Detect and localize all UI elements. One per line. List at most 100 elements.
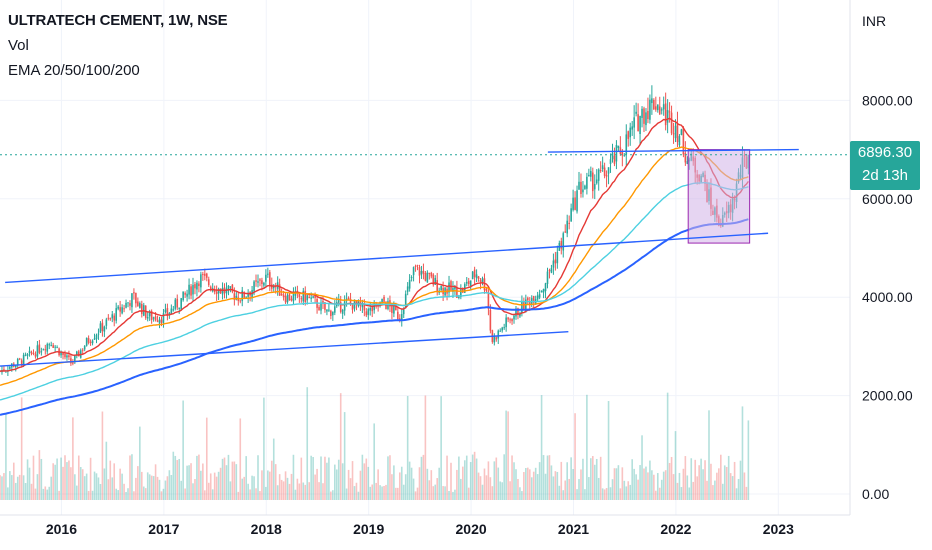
candle-body: [190, 286, 192, 296]
candle-body: [548, 269, 551, 272]
volume-bar: [77, 455, 80, 500]
volume-bar: [62, 466, 64, 500]
volume-bar: [716, 472, 718, 500]
candle-body: [160, 319, 163, 323]
volume-bar: [341, 463, 344, 500]
volume-bar: [205, 417, 208, 500]
candle-body: [517, 308, 519, 316]
candle-body: [312, 296, 314, 298]
candle-body: [351, 303, 354, 310]
volume-bar: [172, 451, 175, 500]
candle-body: [505, 317, 507, 328]
volume-bar: [442, 486, 444, 500]
volume-bar: [359, 470, 362, 500]
lower-channel-trendline: [0, 330, 569, 367]
price-tick-label: 2000.00: [862, 388, 913, 404]
candle-body: [322, 300, 324, 305]
volume-bar: [12, 462, 15, 500]
candle-body: [140, 303, 143, 315]
volume-bar: [276, 485, 279, 500]
volume-bar: [708, 410, 710, 500]
volume-bar: [450, 462, 452, 500]
volume-bar: [355, 482, 358, 500]
volume-bar: [207, 482, 210, 500]
candle-body: [635, 111, 637, 114]
volume-bar: [72, 417, 74, 500]
volume-bar: [572, 469, 574, 500]
ema-lines: [0, 117, 749, 416]
candle-body: [381, 298, 383, 303]
volume-bar: [639, 465, 641, 500]
volume-bar: [655, 490, 657, 500]
candle-body: [400, 314, 403, 321]
volume-bar: [318, 482, 320, 500]
volume-legend[interactable]: Vol: [8, 37, 29, 54]
volume-bar: [680, 487, 683, 500]
volume-bar: [211, 489, 214, 500]
chart-title[interactable]: ULTRATECH CEMENT, 1W, NSE: [8, 12, 228, 29]
time-axis[interactable]: 2016 2017 2018 2019 2020 2021 2022 2023: [46, 521, 794, 537]
candle-body: [162, 313, 165, 323]
volume-bar: [125, 491, 127, 500]
candle-body: [127, 302, 129, 304]
candle-body: [666, 110, 669, 123]
candle-body: [485, 288, 488, 292]
candle-body: [66, 355, 68, 358]
volume-bar: [586, 394, 588, 500]
volume-bar: [99, 484, 102, 500]
candle-body: [426, 272, 429, 283]
volume-bar: [434, 484, 437, 500]
candle-body: [52, 345, 54, 348]
volume-bar: [479, 476, 482, 500]
candle-body: [50, 345, 53, 347]
price-tick-label: 4000.00: [862, 289, 913, 305]
volume-bar: [85, 473, 88, 500]
candle-body: [241, 290, 244, 301]
candle-body: [97, 333, 100, 335]
volume-bar: [743, 472, 746, 500]
volume-bar: [97, 477, 100, 500]
volume-bar: [123, 483, 125, 500]
price-tick-label: 6000.00: [862, 191, 913, 207]
price-axis[interactable]: 8000.00 6000.00 4000.00 2000.00 0.00: [862, 92, 913, 502]
volume-bar: [686, 475, 689, 500]
volume-bar: [397, 487, 399, 500]
last-price-value: 6896.30: [857, 144, 913, 161]
volume-bar: [194, 479, 196, 500]
volume-bar: [460, 478, 462, 500]
volume-bar: [590, 458, 592, 500]
volume-bar: [588, 477, 590, 500]
volume-bar: [343, 412, 346, 500]
candle-body: [18, 358, 21, 360]
volume-bar: [747, 420, 750, 500]
bar-countdown: 2d 13h: [862, 167, 908, 184]
candle-body: [523, 301, 525, 311]
candle-body: [540, 290, 543, 293]
volume-bar: [259, 491, 261, 500]
volume-bar: [326, 462, 328, 500]
drawings[interactable]: [0, 148, 799, 367]
volume-bar: [119, 468, 121, 500]
candle-body: [434, 278, 437, 285]
candle-body: [588, 174, 590, 177]
candle-body: [528, 301, 531, 306]
candle-body: [609, 159, 612, 164]
volume-bar: [507, 411, 509, 500]
candle-body: [649, 99, 651, 120]
volume-bar: [477, 472, 480, 500]
volume-bar: [219, 467, 222, 500]
volume-bar: [591, 456, 594, 500]
candle-body: [221, 288, 224, 295]
ema-legend[interactable]: EMA 20/50/100/200: [8, 62, 140, 79]
volume-bar: [532, 471, 535, 500]
candle-body: [586, 176, 588, 189]
candle-body: [544, 283, 547, 292]
candle-body: [452, 288, 454, 292]
candle-body: [198, 283, 200, 287]
volume-bar: [253, 476, 255, 500]
volume-bar: [505, 410, 507, 500]
candle-body: [302, 290, 305, 302]
volume-bar: [200, 470, 202, 500]
volume-bar: [184, 488, 186, 500]
